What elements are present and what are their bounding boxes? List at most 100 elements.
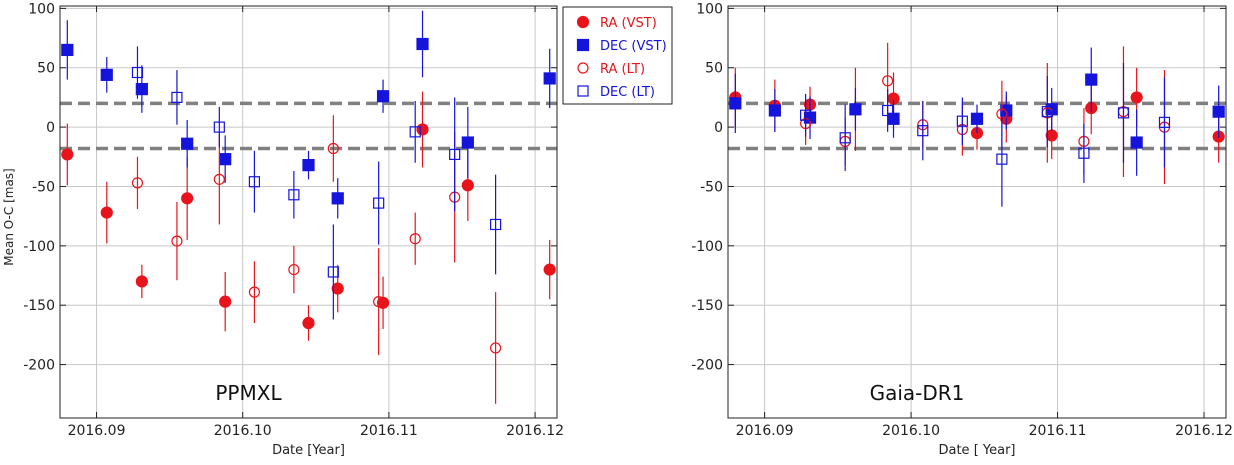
ppmxl-point-ra-vst	[219, 295, 232, 308]
legend-marker-ra-vst	[576, 15, 590, 29]
gaia-point-dec-lt	[917, 125, 929, 137]
ppmxl-axes-frame	[59, 5, 558, 419]
ppmxl-point-ra-vst	[135, 275, 148, 288]
gaia-x-tick-label: 2016.10	[882, 423, 940, 439]
gaia-point-dec-vst	[768, 104, 781, 117]
ppmxl-point-dec-lt	[327, 266, 339, 278]
legend-marker-dec-vst	[576, 38, 590, 52]
gaia-point-dec-vst	[1130, 136, 1143, 149]
ppmxl-point-dec-vst	[543, 72, 556, 85]
ppmxl-panel: 100 50 0 -50 -100 -150 -200 2016.09 2016.10 2016.…	[2, 1, 564, 458]
gaia-y-tick-label: -150	[691, 298, 723, 314]
ppmxl-point-ra-vst	[543, 263, 556, 276]
gaia-point-dec-lt	[1041, 106, 1053, 118]
gaia-x-tick-label: 2016.11	[1029, 423, 1087, 439]
ppmxl-point-ra-vst	[302, 316, 315, 330]
ppmxl-point-ra-vst	[61, 148, 74, 161]
ppmxl-point-ra-lt	[373, 296, 385, 308]
ppmxl-point-ra-vst	[181, 192, 194, 205]
gaia-dr1-panel: 100 50 0 -50 -100 -150 -200 2016.09 2016.10 2016.…	[691, 1, 1233, 458]
gaia-panel-annotation: Gaia-DR1	[870, 381, 965, 405]
gaia-point-dec-lt	[1078, 147, 1090, 159]
ppmxl-x-tick-label: 2016.10	[214, 423, 272, 439]
ppmxl-x-tick-label: 2016.12	[506, 423, 564, 439]
ppmxl-point-dec-vst	[416, 37, 429, 51]
legend-marker-dec-lt	[577, 85, 589, 97]
ppmxl-point-dec-vst	[219, 153, 232, 166]
gaia-plot-area	[728, 6, 1226, 418]
gaia-point-dec-lt	[956, 115, 968, 127]
gaia-point-dec-lt	[1117, 107, 1130, 119]
gaia-point-dec-lt	[882, 104, 894, 117]
ppmxl-point-dec-lt	[449, 148, 461, 161]
ppmxl-y-tick-label: 50	[37, 61, 55, 77]
ppmxl-point-dec-vst	[461, 136, 474, 149]
ppmxl-point-ra-lt	[288, 263, 300, 276]
legend-marker-ra-lt	[577, 62, 589, 74]
legend-label-dec-vst: DEC (VST)	[600, 39, 667, 54]
gaia-x-tick-label: 2016.09	[736, 423, 794, 439]
ppmxl-y-tick-label: 0	[46, 120, 55, 136]
ppmxl-series-ra-vst	[61, 91, 556, 341]
gaia-point-dec-vst	[970, 112, 984, 125]
ppmxl-series-dec-lt	[131, 46, 502, 320]
ppmxl-point-ra-lt	[327, 142, 339, 155]
gaia-point-dec-vst	[1212, 105, 1225, 118]
ppmxl-series-ra-lt	[131, 115, 502, 404]
gaia-point-dec-vst	[729, 97, 742, 110]
ppmxl-point-dec-lt	[490, 218, 502, 231]
ppmxl-point-dec-vst	[302, 159, 315, 172]
gaia-y-tick-label: 0	[714, 120, 723, 136]
legend-label-ra-vst: RA (VST)	[600, 16, 657, 31]
ppmxl-y-axis-label: Mean O-C [mas]	[2, 168, 16, 265]
ppmxl-point-dec-lt	[288, 189, 300, 201]
ppmxl-x-axis-label: Date [Year]	[272, 443, 345, 458]
ppmxl-point-ra-lt	[409, 233, 421, 245]
ppmxl-x-tick-label: 2016.09	[68, 423, 126, 439]
ppmxl-point-ra-vst	[461, 179, 474, 192]
gaia-point-ra-vst	[1130, 91, 1143, 104]
ppmxl-point-dec-lt	[131, 66, 144, 79]
ppmxl-point-ra-lt	[131, 177, 144, 189]
gaia-point-dec-vst	[849, 103, 862, 116]
ppmxl-point-ra-lt	[490, 342, 502, 354]
ppmxl-y-tick-label: -200	[23, 358, 55, 374]
legend: RA (VST) DEC (VST) RA (LT) DEC (LT)	[562, 6, 673, 105]
ppmxl-point-dec-vst	[61, 43, 74, 57]
gaia-y-tick-label: -100	[691, 239, 723, 255]
ppmxl-point-dec-vst	[376, 90, 390, 103]
ppmxl-point-ra-lt	[248, 286, 261, 298]
ppmxl-point-dec-lt	[409, 126, 421, 138]
ppmxl-point-ra-vst	[416, 123, 429, 136]
ppmxl-y-tick-label: -100	[23, 239, 55, 255]
gaia-y-tick-label: -200	[691, 358, 723, 374]
gaia-point-dec-lt	[800, 109, 812, 121]
gaia-y-tick-label: -50	[700, 179, 723, 195]
ppmxl-x-tick-label: 2016.11	[360, 423, 418, 439]
ppmxl-point-dec-vst	[135, 83, 148, 96]
ppmxl-point-dec-vst	[100, 68, 113, 81]
ppmxl-point-dec-vst	[181, 137, 194, 150]
gaia-x-tick-label: 2016.12	[1175, 423, 1233, 439]
ppmxl-point-dec-lt	[171, 91, 183, 104]
ppmxl-point-dec-lt	[213, 121, 225, 133]
gaia-point-dec-lt	[1158, 116, 1171, 128]
gaia-series-dec-vst	[729, 47, 1225, 176]
ppmxl-panel-annotation: PPMXL	[215, 381, 282, 405]
gaia-y-tick-label: 100	[696, 1, 723, 17]
ppmxl-point-dec-vst	[331, 192, 344, 205]
ppmxl-point-ra-vst	[331, 282, 344, 295]
ppmxl-point-dec-lt	[248, 176, 261, 188]
ppmxl-point-ra-vst	[100, 206, 113, 219]
gaia-axes-frame	[727, 5, 1227, 419]
legend-label-dec-lt: DEC (LT)	[600, 85, 655, 100]
ppmxl-y-tick-label: -150	[23, 298, 55, 314]
ppmxl-point-ra-lt	[171, 235, 183, 247]
ppmxl-point-dec-lt	[373, 197, 385, 209]
ppmxl-y-tick-label: 100	[28, 1, 55, 17]
ppmxl-point-ra-lt	[213, 173, 225, 185]
gaia-point-ra-lt	[882, 75, 894, 87]
gaia-x-axis-label: Date [ Year]	[938, 443, 1015, 458]
